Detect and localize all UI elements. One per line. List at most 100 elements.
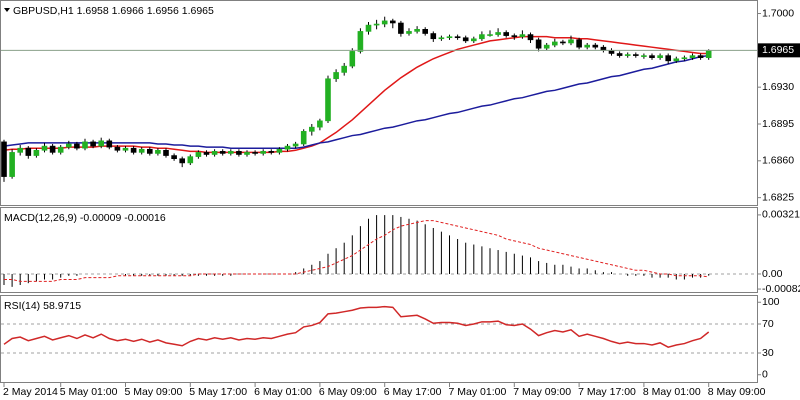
candle-body	[49, 145, 56, 153]
header-low: 1.6956	[147, 5, 179, 17]
candle-body	[543, 44, 550, 49]
candle-body	[130, 147, 137, 153]
candle-body	[576, 39, 582, 48]
rsi-last: 58.9715	[43, 300, 81, 312]
candle-body	[389, 20, 396, 24]
candle-body	[462, 37, 469, 42]
candle-body	[98, 140, 104, 147]
candle-body	[689, 55, 696, 59]
candle-body	[341, 65, 348, 73]
candle-body	[551, 41, 558, 46]
candle-body	[365, 24, 372, 32]
candle-body	[592, 44, 599, 48]
candle-body	[195, 152, 202, 157]
y-tick-label: 70	[762, 318, 774, 330]
candle-body	[357, 31, 364, 52]
candle-body	[25, 147, 32, 156]
candle-body	[9, 152, 15, 177]
candle-body	[430, 33, 437, 40]
candle-body	[681, 57, 688, 60]
candle-body	[495, 32, 501, 35]
candle-body	[179, 158, 185, 164]
y-tick-label: 1.6930	[762, 81, 794, 93]
macd-panel-frame	[0, 207, 758, 293]
price-box-label: 1.6965	[762, 44, 794, 56]
header-open: 1.6958	[77, 5, 109, 17]
x-tick-label: 5 May 17:00	[189, 386, 247, 398]
candle-body	[90, 141, 96, 147]
rsi-header: RSI(14) 58.9715	[4, 300, 81, 312]
x-tick-label: 7 May 09:00	[513, 386, 571, 398]
candle-body	[560, 41, 566, 44]
y-tick-label: 0.00	[762, 268, 783, 280]
macd-last: -0.00009	[80, 212, 122, 224]
candle-body	[219, 151, 226, 154]
y-tick-label: 100	[762, 296, 780, 308]
candle-body	[657, 55, 663, 59]
candle-body	[292, 143, 299, 147]
candle-body	[503, 32, 510, 36]
candle-body	[284, 145, 291, 150]
candle-body	[33, 149, 40, 156]
x-tick-label: 6 May 09:00	[319, 386, 377, 398]
candle-body	[333, 72, 339, 80]
candle-body	[349, 51, 356, 67]
price-panel-frame	[0, 0, 758, 206]
candle-body	[673, 58, 680, 62]
price-header: GBPUSD,H1 1.6958 1.6966 1.6956 1.6965	[13, 5, 214, 17]
candle-body	[57, 146, 64, 153]
candle-body	[697, 55, 704, 59]
y-tick-label: 0.00321	[762, 209, 800, 221]
candle-body	[381, 20, 388, 25]
candle-body	[632, 54, 639, 56]
candle-body	[276, 148, 283, 153]
candle-body	[616, 53, 623, 56]
header-close: 1.6965	[182, 5, 214, 17]
candle-body	[649, 55, 655, 59]
x-tick-label: 8 May 09:00	[708, 386, 766, 398]
x-tick-label: 6 May 17:00	[384, 386, 442, 398]
candle-body	[244, 152, 250, 155]
candle-body	[527, 34, 534, 41]
y-tick-label: 1.7000	[762, 7, 794, 19]
y-tick-label: 1.6895	[762, 118, 794, 130]
candle-body	[398, 22, 404, 34]
y-tick-label: -0.00082	[762, 283, 800, 295]
signal-last: -0.00016	[124, 212, 166, 224]
candle-body	[171, 155, 177, 160]
candle-body	[41, 145, 48, 151]
symbol-title: GBPUSD,H1	[13, 5, 74, 17]
moving-average	[3, 35, 709, 154]
candle-body	[187, 156, 194, 164]
rsi-title: RSI(14)	[4, 300, 40, 312]
candle-body	[568, 39, 574, 44]
candle-body	[665, 55, 672, 62]
candle-body	[414, 29, 420, 32]
moving-average	[3, 54, 709, 149]
candle-body	[106, 140, 113, 148]
candle-body	[228, 151, 234, 154]
candle-body	[308, 126, 315, 132]
candle-body	[584, 44, 591, 48]
candle-body	[705, 50, 712, 59]
macd-title: MACD(12,26,9)	[4, 212, 77, 224]
candle-body	[252, 152, 258, 154]
candle-body	[422, 29, 429, 34]
candle-body	[211, 151, 218, 155]
y-tick-label: 30	[762, 347, 774, 359]
candle-body	[624, 54, 631, 56]
y-tick-label: 1.6825	[762, 191, 794, 203]
y-tick-label: 1.6860	[762, 155, 794, 167]
x-tick-label: 7 May 17:00	[578, 386, 636, 398]
price-box	[758, 43, 800, 58]
candle-body	[114, 146, 121, 151]
candle-body	[82, 141, 88, 149]
candle-body	[147, 148, 153, 154]
candle-body	[268, 151, 275, 153]
candle-body	[260, 151, 267, 154]
candle-body	[203, 152, 210, 155]
candle-body	[300, 131, 307, 145]
candle-body	[511, 35, 518, 37]
